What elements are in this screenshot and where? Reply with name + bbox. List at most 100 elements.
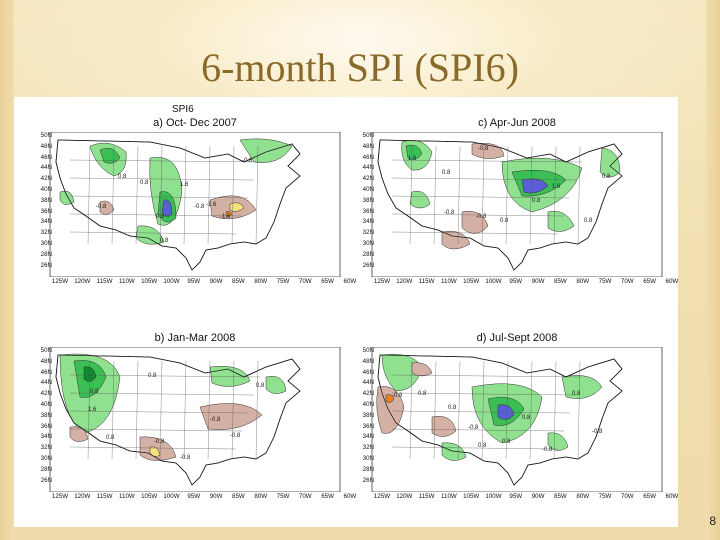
- longitude-tick-label: 85W: [232, 278, 245, 285]
- spi-map: -0.8 1.6 0.8 -0.8 -0.8 0.8 0.8 1.6 0.8 0.8: [371, 132, 663, 277]
- latitude-tick-label: 48N: [40, 357, 52, 365]
- latitude-tick-label: 32N: [362, 444, 374, 452]
- contour-label: -0.8: [230, 433, 241, 439]
- longitude-tick-label: 70W: [298, 278, 312, 285]
- state-boundary: [529, 145, 533, 245]
- state-boundary: [69, 159, 261, 163]
- state-boundary: [135, 145, 139, 245]
- longitude-axis: 125W 120W 115W 110W 105W 100W 95W 90W 85W 80W 75W 7…: [373, 493, 678, 503]
- longitude-tick-label: 115W: [418, 493, 435, 500]
- latitude-tick-label: 30N: [362, 455, 374, 462]
- latitude-tick-label: 30N: [40, 455, 52, 462]
- contour-label: 1.6: [552, 184, 561, 190]
- longitude-axis: 125W 120W 115W 110W 105W 100W 95W 90W 85W 80W 75W 7…: [374, 278, 678, 288]
- spi-anomaly-region: [461, 211, 489, 234]
- latitude-tick-label: 42N: [40, 390, 52, 398]
- longitude-tick-label: 120W: [396, 278, 413, 285]
- latitude-tick-label: 38N: [362, 411, 374, 419]
- state-boundary: [391, 195, 571, 199]
- state-boundary: [111, 145, 115, 245]
- longitude-tick-label: 70W: [620, 493, 634, 500]
- longitude-tick-label: 75W: [276, 278, 290, 285]
- state-boundary: [69, 195, 249, 199]
- contour-label: 0.8: [156, 214, 165, 220]
- longitude-tick-label: 65W: [643, 493, 656, 500]
- state-boundary: [391, 410, 571, 414]
- latitude-tick-label: 50N: [40, 132, 52, 139]
- state-boundary: [159, 360, 163, 460]
- state-boundary: [231, 360, 235, 460]
- spi-anomaly-region: [209, 366, 251, 387]
- map-panel-jul-sept-2008: d) Jul-Sept 2008 -0.8 0.8 0.8 -0.8 0.8 0.8 0.8…: [352, 312, 682, 525]
- state-boundary: [391, 213, 565, 217]
- slide-page-number: 8: [709, 514, 716, 528]
- spi-anomaly-region: [441, 442, 467, 461]
- longitude-tick-label: 60W: [343, 493, 357, 500]
- state-boundary: [111, 360, 115, 460]
- contour-label: 1.6: [408, 156, 417, 162]
- longitude-tick-label: 85W: [232, 493, 245, 500]
- latitude-tick-label: 50N: [362, 347, 374, 354]
- longitude-tick-label: 90W: [531, 278, 545, 285]
- figure-supertitle: SPI6: [172, 104, 194, 115]
- latitude-tick-label: 46N: [40, 368, 52, 376]
- contour-label: 1.6: [88, 407, 97, 413]
- longitude-tick-label: 90W: [209, 278, 223, 285]
- longitude-tick-label: 75W: [276, 493, 290, 500]
- contour-label: -0.8: [444, 210, 455, 216]
- latitude-tick-label: 42N: [40, 175, 52, 183]
- longitude-tick-label: 105W: [141, 278, 158, 285]
- state-boundary: [391, 392, 577, 396]
- latitude-tick-label: 50N: [362, 132, 374, 139]
- state-boundary: [231, 145, 235, 245]
- state-boundary: [87, 360, 91, 460]
- contour-label: 0.8: [502, 439, 511, 445]
- longitude-tick-label: 105W: [463, 493, 480, 500]
- contour-label: 0.8: [602, 174, 611, 180]
- contour-label: -0.8: [476, 214, 487, 220]
- latitude-tick-label: 46N: [362, 153, 374, 161]
- longitude-tick-label: 100W: [163, 493, 180, 500]
- longitude-tick-label: 125W: [373, 493, 391, 500]
- latitude-tick-label: 36N: [362, 422, 374, 430]
- latitude-axis: 50N 48N 46N 44N 42N 40N 38N 36N 34N 32N 30N 28N 26N: [352, 132, 374, 277]
- contour-label: 0.8: [442, 170, 451, 176]
- latitude-tick-label: 30N: [40, 240, 52, 247]
- state-boundary: [391, 231, 559, 235]
- contour-label: 0.8: [500, 218, 509, 224]
- longitude-tick-label: 75W: [598, 278, 612, 285]
- latitude-tick-label: 36N: [362, 207, 374, 215]
- state-boundary: [69, 446, 237, 450]
- spi-anomaly-region: [376, 386, 405, 434]
- latitude-tick-label: 48N: [362, 142, 374, 150]
- longitude-tick-label: 110W: [119, 278, 135, 285]
- longitude-tick-label: 100W: [163, 278, 180, 285]
- panel-title: a) Oct- Dec 2007: [153, 117, 237, 129]
- state-boundary: [69, 428, 243, 432]
- spi-anomaly-region: [521, 178, 549, 194]
- longitude-tick-label: 80W: [576, 493, 590, 500]
- longitude-tick-label: 105W: [463, 278, 480, 285]
- longitude-tick-label: 125W: [51, 278, 69, 285]
- spi-anomaly-region: [405, 144, 423, 160]
- latitude-tick-label: 26N: [362, 476, 374, 484]
- longitude-tick-label: 110W: [441, 278, 457, 285]
- contour-label: -0.8: [478, 146, 489, 152]
- latitude-tick-label: 40N: [362, 401, 374, 408]
- contour-label: 0.8: [106, 435, 115, 441]
- latitude-tick-label: 28N: [40, 250, 52, 258]
- latitude-tick-label: 26N: [40, 476, 52, 484]
- longitude-tick-label: 80W: [254, 278, 268, 285]
- state-boundary: [577, 360, 581, 460]
- latitude-axis: 50N 48N 46N 44N 42N 40N 38N 36N 34N 32N 30N 28N 26N: [30, 132, 52, 277]
- latitude-tick-label: 32N: [40, 229, 52, 237]
- longitude-tick-label: 70W: [298, 493, 312, 500]
- spi-anomaly-region: [225, 211, 233, 217]
- latitude-tick-label: 44N: [362, 379, 374, 387]
- latitude-tick-label: 44N: [362, 164, 374, 172]
- slide-edge-right: [706, 0, 720, 540]
- longitude-tick-label: 125W: [51, 493, 69, 500]
- panel-title: d) Jul-Sept 2008: [476, 332, 558, 344]
- panel-title: b) Jan-Mar 2008: [154, 332, 236, 344]
- latitude-tick-label: 44N: [40, 379, 52, 387]
